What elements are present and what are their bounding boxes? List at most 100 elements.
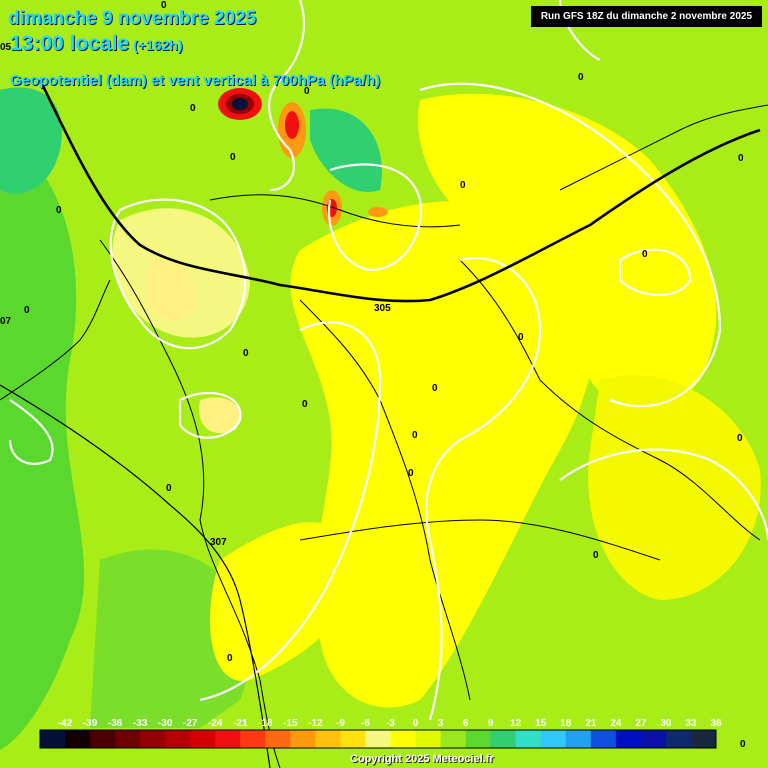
coastline-west [0, 279, 111, 401]
legend-swatch [140, 730, 166, 748]
legend-swatch [90, 730, 116, 748]
zero-label: 0 [56, 205, 62, 216]
border-central [299, 299, 471, 701]
legend-tick-label: 15 [535, 718, 547, 729]
legend-tick-label: 6 [463, 718, 469, 729]
color-scale-legend: -42 -39 -36 -33 -30 -27 -24 -21 -18 -15 -12 -9 -6 -3 0… [39, 718, 722, 749]
legend-swatch [390, 730, 417, 748]
pale-field-2 [199, 397, 241, 434]
legend-tick-label: 27 [635, 718, 647, 729]
legend-swatch [590, 730, 617, 748]
zero-label: 0 [302, 399, 308, 410]
legend-tick-label: 36 [710, 718, 722, 729]
zero-label: 0 [243, 348, 249, 359]
legend-tick-label: -27 [183, 718, 198, 729]
zero-label: 0 [230, 152, 236, 163]
zero-contour-5 [425, 257, 542, 721]
zero-label: 0 [593, 550, 599, 561]
zero-label: 0 [24, 305, 30, 316]
geopotential-labels: 305 307 05 07 [0, 42, 391, 548]
zero-label: 0 [738, 153, 744, 164]
legend-swatch [465, 730, 492, 748]
border-east [459, 259, 761, 541]
legend-swatch [215, 730, 241, 748]
cell-dark-core [232, 98, 248, 110]
isoline-305 [38, 79, 761, 303]
vertical-wind-fields [0, 87, 761, 750]
zero-contour-7 [618, 248, 692, 297]
legend-tick-label: -42 [58, 718, 73, 729]
zero-label: 0 [740, 739, 746, 750]
coastline-northeast [559, 104, 768, 191]
copyright-text: Copyright 2025 Meteociel.fr [350, 753, 494, 765]
zero-label: 0 [161, 0, 167, 11]
yellow-field-east [588, 374, 761, 600]
border-south [299, 519, 661, 561]
legend-swatch [640, 730, 667, 748]
legend-swatch [240, 730, 266, 748]
legend-tick-label: -9 [336, 718, 345, 729]
geopotential-label-305: 305 [374, 303, 391, 314]
zero-label: 0 [518, 332, 524, 343]
legend-swatch [65, 730, 91, 748]
cell-red-north [285, 111, 299, 139]
zero-label: 0 [578, 72, 584, 83]
legend-swatch [340, 730, 366, 748]
legend-tick-label: -6 [361, 718, 370, 729]
green-field-west [0, 140, 85, 750]
cell-orange-east [368, 207, 388, 217]
geopotential-label-edge-07: 07 [0, 316, 12, 327]
legend-tick-label: 3 [438, 718, 444, 729]
zero-contour-8 [178, 391, 242, 439]
legend-swatch [115, 730, 141, 748]
geopotential-label-307: 307 [210, 537, 227, 548]
legend-swatch [665, 730, 692, 748]
legend-swatch [415, 730, 442, 748]
country-borders [0, 104, 768, 768]
zero-label: 0 [408, 468, 414, 479]
zero-label: 0 [190, 103, 196, 114]
legend-tick-label: 21 [585, 718, 597, 729]
legend-tick-label: 0 [413, 718, 419, 729]
legend-swatch [365, 730, 392, 748]
legend-swatch [165, 730, 191, 748]
legend-swatch [315, 730, 341, 748]
legend-swatch [265, 730, 291, 748]
teal-field-north [310, 108, 382, 192]
zero-label: 0 [412, 430, 418, 441]
legend-tick-label: 9 [488, 718, 494, 729]
date-title: dimanche 9 novembre 2025 [8, 8, 257, 29]
zero-contour-6 [559, 448, 768, 541]
legend-swatch [190, 730, 216, 748]
zero-contour-10 [558, 0, 601, 61]
zero-label: 0 [432, 383, 438, 394]
zero-contour-11 [327, 163, 422, 272]
zero-label: 0 [166, 483, 172, 494]
local-time: 13:00 locale [10, 32, 130, 55]
zero-label: 0 [227, 653, 233, 664]
yellow-field-northeast [418, 93, 717, 414]
legend-tick-label: 33 [685, 718, 697, 729]
legend-swatch [615, 730, 642, 748]
isoline-307 [0, 384, 271, 768]
zero-contour-3 [419, 82, 722, 408]
legend-swatch [440, 730, 467, 748]
legend-tick-label: 12 [510, 718, 522, 729]
zero-contours [8, 0, 768, 721]
legend-swatch [690, 730, 717, 748]
zero-contour-2 [109, 198, 246, 350]
legend-swatch [40, 730, 66, 748]
zero-label: 0 [642, 249, 648, 260]
zero-labels: 0 0 0 0 0 0 0 0 0 0 0 0 0 0 0 0 0 0 0 0 … [24, 0, 746, 750]
border-west [99, 239, 281, 768]
legend-tick-label: -36 [108, 718, 123, 729]
zero-contour-1 [268, 0, 305, 192]
pale-field-1 [145, 258, 196, 321]
legend-tick-label: -33 [133, 718, 148, 729]
yellow-strip-south [210, 522, 352, 681]
legend-swatch [490, 730, 517, 748]
legend-tick-label: -39 [83, 718, 98, 729]
legend-tick-label: 24 [610, 718, 622, 729]
geopotential-isolines [0, 79, 761, 768]
legend-tick-label: 30 [660, 718, 672, 729]
